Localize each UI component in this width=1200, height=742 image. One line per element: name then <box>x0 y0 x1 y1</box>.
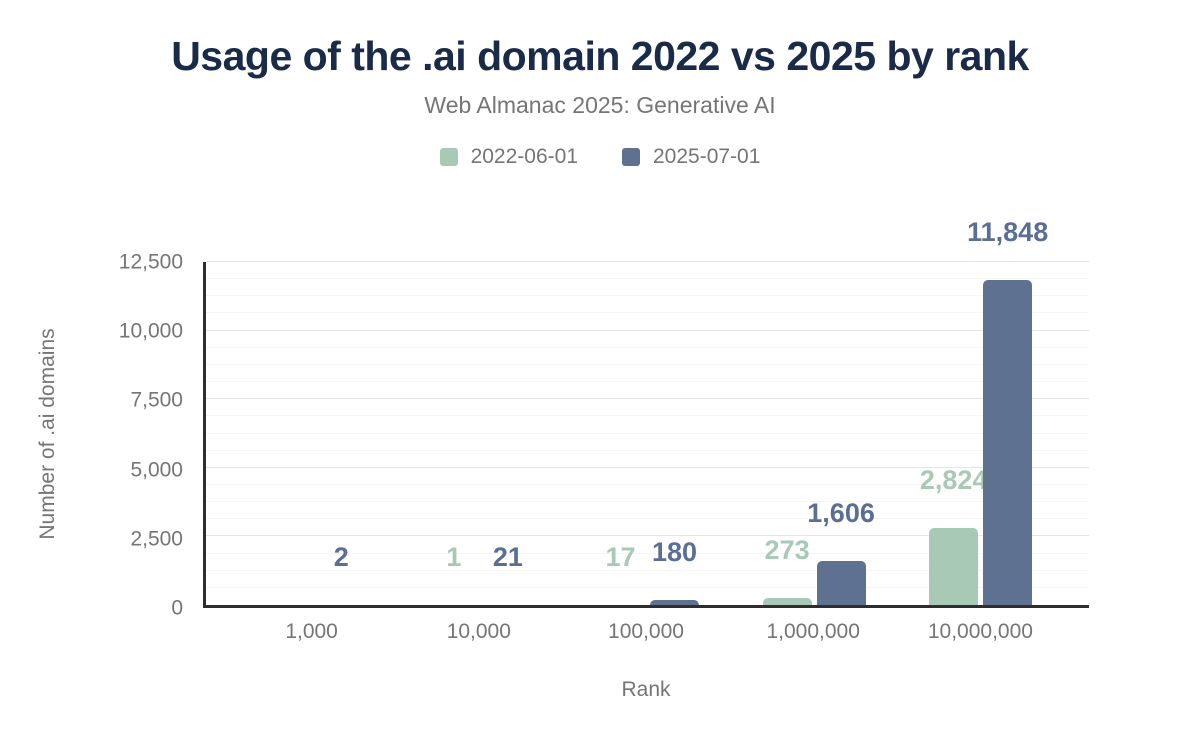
bar-value-label: 2 <box>333 542 349 572</box>
category-slot: 273 1,606 <box>731 262 898 605</box>
chart-subtitle: Web Almanac 2025: Generative AI <box>424 92 776 118</box>
gridline-major <box>206 466 1089 468</box>
gridline-minor <box>206 415 1089 417</box>
x-tick-label: 1,000 <box>285 620 338 643</box>
gridline-minor <box>206 346 1089 348</box>
legend-item-2025: 2025-07-01 <box>622 145 760 169</box>
y-tick-label: 12,500 <box>118 250 183 274</box>
x-axis-title: Rank <box>621 678 671 701</box>
gridline-minor <box>206 312 1089 314</box>
gridline-minor <box>206 569 1089 571</box>
x-tick-label: 10,000,000 <box>927 620 1033 643</box>
bar-group-s0-c4: 2,824 <box>920 466 987 605</box>
bar-value-label: 2,824 <box>919 464 988 495</box>
category-slot: 2 <box>231 262 398 605</box>
gridline-minor <box>206 586 1089 588</box>
gridline-minor <box>206 295 1089 297</box>
bar <box>929 527 979 605</box>
bars-layer: 2 1 21 17 180 273 1,606 2,824 11,848 <box>206 218 1089 605</box>
bar-value-label: 17 <box>605 542 636 572</box>
y-axis-ticks: 0 2,500 5,000 7,500 10,000 12,500 <box>0 252 193 619</box>
bar-group-s0-c3: 273 <box>762 536 812 605</box>
bar-value-label: 1 <box>446 542 462 572</box>
gridline-minor <box>206 552 1089 554</box>
x-axis-ticks: 1,000 10,000 100,000 1,000,000 10,000,000 <box>203 620 1089 644</box>
gridline-major <box>206 329 1089 331</box>
legend-swatch-2022-icon <box>439 148 458 166</box>
y-tick-label: 7,500 <box>130 388 183 412</box>
gridline-major <box>206 261 1089 262</box>
gridline-major <box>206 535 1089 537</box>
bar-value-label: 1,606 <box>807 497 875 528</box>
category-slot: 1 21 <box>398 262 565 605</box>
gridline-minor <box>206 449 1089 451</box>
chart-title: Usage of the .ai domain 2022 vs 2025 by … <box>171 33 1029 79</box>
gridline-minor <box>206 363 1089 365</box>
bar <box>816 560 866 605</box>
x-tick-label: 100,000 <box>608 620 684 643</box>
category-slot: 2,824 11,848 <box>897 218 1064 605</box>
legend-swatch-2025-icon <box>622 148 640 166</box>
legend-label-2025: 2025-07-01 <box>653 145 761 168</box>
gridline-minor <box>206 518 1089 520</box>
y-tick-label: 10,000 <box>118 319 183 343</box>
y-tick-label: 2,500 <box>130 527 183 551</box>
x-tick-label: 10,000 <box>446 620 511 643</box>
plot-area: 2 1 21 17 180 273 1,606 2,824 11,848 <box>203 218 1089 608</box>
category-slot: 17 180 <box>564 262 731 605</box>
legend-label-2022: 2022-06-01 <box>470 145 578 168</box>
bar <box>649 600 699 605</box>
gridline-minor <box>206 278 1089 280</box>
bar-group-s1-c3: 1,606 <box>807 499 875 605</box>
x-tick-label: 1,000,000 <box>766 620 860 643</box>
gridline-major <box>206 398 1089 400</box>
bar <box>983 279 1033 605</box>
bar-value-label: 21 <box>492 542 523 572</box>
bar-value-label: 273 <box>764 534 810 565</box>
gridline-minor <box>206 501 1089 503</box>
y-tick-label: 5,000 <box>130 458 183 482</box>
bar-value-label: 11,848 <box>967 216 1049 247</box>
bar-group-s1-c4: 11,848 <box>967 218 1048 605</box>
gridline-minor <box>206 483 1089 485</box>
y-tick-label: 0 <box>171 596 183 620</box>
gridline-minor <box>206 432 1089 434</box>
legend-item-2022: 2022-06-01 <box>439 145 578 169</box>
legend: 2022-06-01 2025-07-01 <box>0 145 1200 169</box>
gridline-minor <box>206 381 1089 383</box>
bar <box>762 597 812 605</box>
bar-group-s1-c2: 180 <box>649 539 699 605</box>
bar-value-label: 180 <box>651 537 698 568</box>
